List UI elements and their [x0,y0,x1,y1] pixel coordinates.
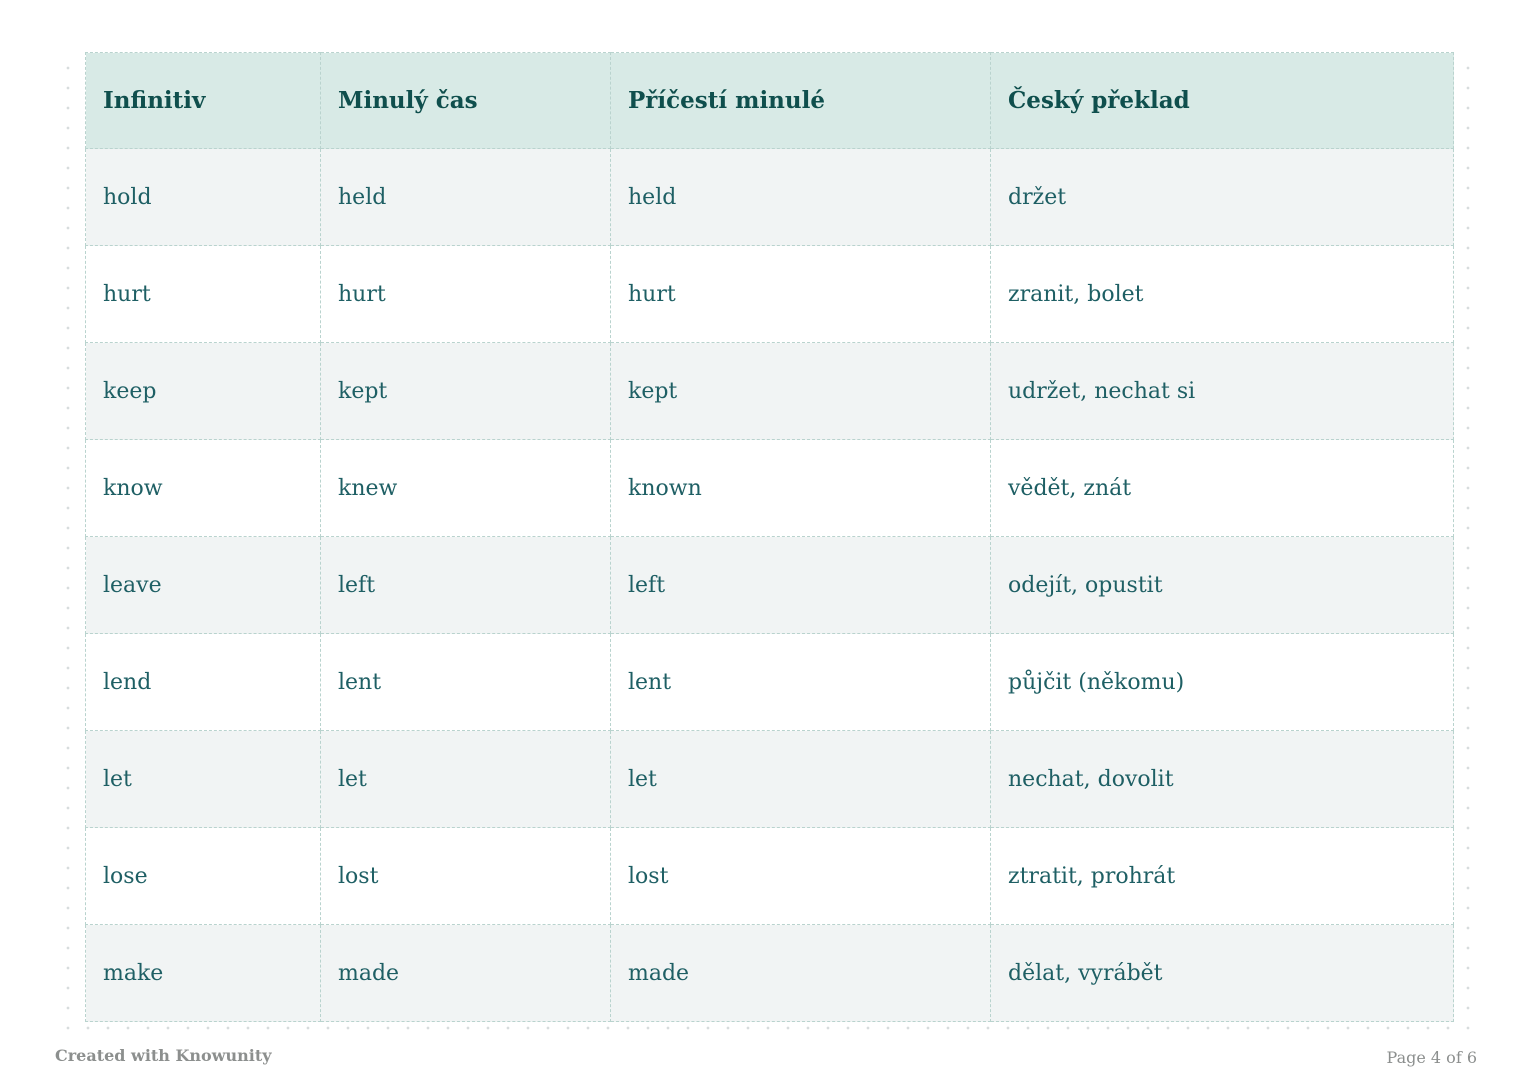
irregular-verbs-table: Infinitiv Minulý čas Příčestí minulé Čes… [85,52,1454,1022]
table-cell: know [85,439,321,537]
table-cell: ztratit, prohrát [990,827,1454,925]
table-cell: let [85,730,321,828]
table-cell: hurt [320,245,611,343]
table-cell: made [320,924,611,1022]
table-cell: hurt [85,245,321,343]
table-cell: known [610,439,991,537]
table-cell: odejít, opustit [990,536,1454,634]
table-cell: leave [85,536,321,634]
table-cell: kept [610,342,991,440]
table-cell: lost [610,827,991,925]
table-row: lose lost lost ztratit, prohrát [85,827,1454,925]
table-cell: zranit, bolet [990,245,1454,343]
table-cell: lost [320,827,611,925]
table-cell: knew [320,439,611,537]
table-row: know knew known vědět, znát [85,439,1454,537]
table-cell: held [610,148,991,246]
table-cell: dělat, vyrábět [990,924,1454,1022]
column-header-past-participle: Příčestí minulé [610,52,991,149]
table-cell: lose [85,827,321,925]
table-cell: make [85,924,321,1022]
table-cell: lent [610,633,991,731]
column-header-czech-translation: Český překlad [990,52,1454,149]
table-row: let let let nechat, dovolit [85,730,1454,828]
table-cell: made [610,924,991,1022]
table-cell: hurt [610,245,991,343]
table-cell: udržet, nechat si [990,342,1454,440]
table-cell: kept [320,342,611,440]
table-body: hold held held držet hurt hurt hurt zranit, bol… [85,148,1454,1022]
table-cell: hold [85,148,321,246]
table-cell: held [320,148,611,246]
footer-credit: Created with Knowunity [55,1046,272,1065]
table-header-row: Infinitiv Minulý čas Příčestí minulé Čes… [85,52,1454,149]
table-row: hurt hurt hurt zranit, bolet [85,245,1454,343]
table-row: leave left left odejít, opustit [85,536,1454,634]
table-cell: lent [320,633,611,731]
page-number: Page 4 of 6 [1386,1048,1477,1067]
table-cell: držet [990,148,1454,246]
table-row: keep kept kept udržet, nechat si [85,342,1454,440]
table-row: lend lent lent půjčit (někomu) [85,633,1454,731]
table-cell: nechat, dovolit [990,730,1454,828]
table-cell: vědět, znát [990,439,1454,537]
table-cell: lend [85,633,321,731]
table-row: make made made dělat, vyrábět [85,924,1454,1022]
column-header-past-tense: Minulý čas [320,52,611,149]
table-cell: left [320,536,611,634]
table-cell: let [320,730,611,828]
column-header-infinitive: Infinitiv [85,52,321,149]
table-cell: keep [85,342,321,440]
table-cell: let [610,730,991,828]
table-row: hold held held držet [85,148,1454,246]
table-cell: půjčit (někomu) [990,633,1454,731]
table-cell: left [610,536,991,634]
